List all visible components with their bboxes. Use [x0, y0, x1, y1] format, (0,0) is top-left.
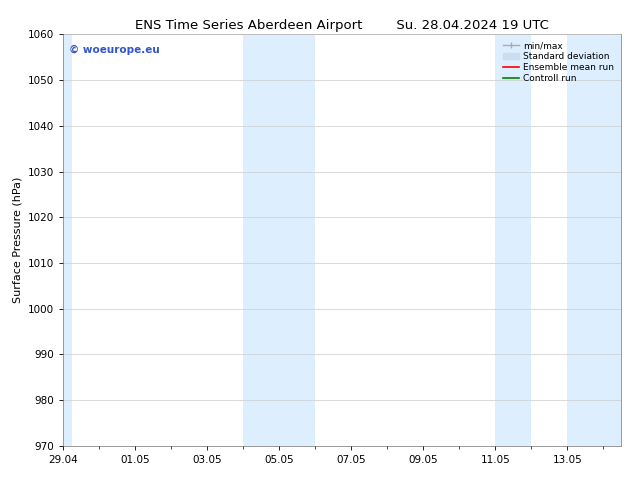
- Legend: min/max, Standard deviation, Ensemble mean run, Controll run: min/max, Standard deviation, Ensemble me…: [500, 39, 617, 86]
- Text: © woeurope.eu: © woeurope.eu: [69, 45, 160, 55]
- Y-axis label: Surface Pressure (hPa): Surface Pressure (hPa): [13, 177, 23, 303]
- Bar: [60, 34, 72, 446]
- Bar: [243, 34, 315, 446]
- Bar: [495, 34, 531, 446]
- Bar: [567, 34, 621, 446]
- Title: ENS Time Series Aberdeen Airport        Su. 28.04.2024 19 UTC: ENS Time Series Aberdeen Airport Su. 28.…: [136, 19, 549, 32]
